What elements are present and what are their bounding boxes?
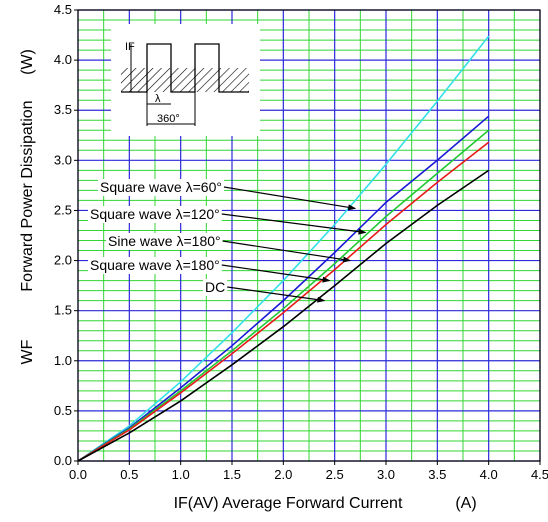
x-tick-label: 2.0: [274, 467, 292, 482]
x-tick-label: 0.5: [120, 467, 138, 482]
series-lines: [77, 35, 490, 462]
x-tick-label: 2.5: [326, 467, 344, 482]
annotation-arrow-3: [222, 240, 352, 263]
axes: 0.0 0.5 1.0 1.5 2.0 2.5 3.0 3.5 4.0 4.5 0.0 0.5 1.0 1…: [54, 2, 548, 482]
series-line-1: [77, 35, 490, 462]
x-tick-label: 1.5: [223, 467, 241, 482]
annotation-bg: [88, 206, 222, 223]
series-line-2: [77, 115, 490, 462]
annotation-label-4: Square wave λ=180°: [90, 257, 220, 273]
annotation-arrow-2: [221, 213, 367, 235]
y-axis-prefix: WF: [19, 339, 36, 364]
x-tick-label: 0.0: [69, 467, 87, 482]
inset-hatch: [121, 68, 249, 92]
series-line-3: [77, 129, 490, 462]
y-tick-label: 0.5: [54, 403, 72, 418]
y-tick-label: 4.5: [54, 2, 72, 17]
plot-frame: [77, 9, 541, 462]
x-tick-label: 4.5: [531, 467, 548, 482]
series-line-5: [77, 169, 490, 462]
x-axis-unit: (A): [455, 495, 476, 512]
annotation-bg: [88, 257, 222, 274]
y-tick-label: 2.5: [54, 202, 72, 217]
annotation-label-3: Sine wave λ=180°: [108, 233, 221, 249]
annotation-label-1: Square wave λ=60°: [100, 179, 222, 195]
x-tick-label: 3.5: [428, 467, 446, 482]
annotation-arrow-4: [221, 264, 331, 283]
y-tick-label: 1.0: [54, 353, 72, 368]
annotation-bg: [98, 179, 224, 196]
inset-pulse-waveform: [121, 43, 249, 93]
y-tick-label: 1.5: [54, 303, 72, 318]
annotation-bg: [203, 279, 228, 296]
series-line-4: [77, 141, 490, 462]
y-axis-title: Forward Power Dissipation: [19, 100, 36, 291]
waveform-inset: IF λ 360°: [111, 24, 260, 136]
annotation-arrow-1: [223, 186, 357, 211]
annotation-label-2: Square wave λ=120°: [90, 206, 220, 222]
inset-lambda-label: λ: [155, 93, 161, 105]
y-axis-unit: (W): [19, 49, 36, 75]
y-tick-label: 3.0: [54, 152, 72, 167]
y-tick-label: 2.0: [54, 253, 72, 268]
y-tick-label: 4.0: [54, 52, 72, 67]
inset-period-label: 360°: [157, 113, 180, 125]
annotations: Square wave λ=60° Square wave λ=120° Sine …: [88, 179, 367, 303]
y-tick-label: 3.5: [54, 102, 72, 117]
annotation-label-5: DC: [205, 279, 225, 295]
x-tick-label: 3.0: [377, 467, 395, 482]
inset-if-label: IF: [125, 41, 135, 53]
x-tick-label: 1.0: [172, 467, 190, 482]
x-tick-label: 4.0: [480, 467, 498, 482]
y-tick-label: 0.0: [54, 453, 72, 468]
x-axis-title: IF(AV) Average Forward Current: [174, 495, 403, 512]
annotation-arrow-5: [227, 286, 326, 303]
annotation-bg: [106, 233, 223, 250]
